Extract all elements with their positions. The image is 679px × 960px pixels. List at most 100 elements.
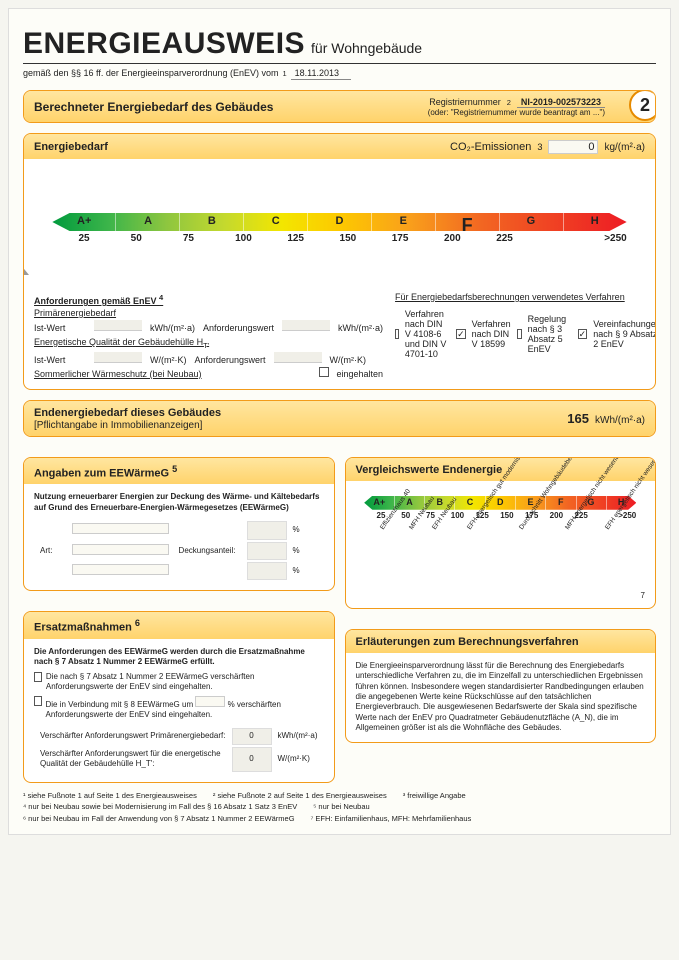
endenergie-subtitle: [Pflichtangabe in Immobilienanzeigen]: [34, 420, 202, 431]
anf-label: Anforderungswert: [203, 323, 274, 333]
footnote-3: ³ freiwillige Angabe: [403, 791, 466, 801]
verfahren-title: Für Energiebedarfsberechnungen verwendet…: [395, 292, 656, 302]
section-berechneter: Berechneter Energiebedarf des Gebäudes R…: [23, 90, 656, 123]
left-col: Angaben zum EEWärmeG 5 Nutzung erneuerba…: [23, 447, 335, 783]
subline-footref: 1: [282, 69, 286, 78]
scale-number: 50: [131, 233, 183, 244]
title-row: ENERGIEAUSWEIS für Wohngebäude: [23, 27, 656, 61]
page: ENERGIEAUSWEIS für Wohngebäude gemäß den…: [8, 8, 671, 835]
ersatz-title: Ersatzmaßnahmen: [34, 622, 132, 634]
vergleich-body: A+ABCDEFGH 0255075100125150175200225>250…: [346, 481, 656, 608]
eewaermeg-header: Angaben zum EEWärmeG 5: [24, 458, 334, 485]
endenergie-title: Endenergiebedarf dieses Gebäudes: [34, 407, 221, 419]
ersatz-body: Die Anforderungen des EEWärmeG werden du…: [24, 639, 334, 782]
ersatz-footref: 6: [135, 618, 140, 628]
verfahren-block: Für Energiebedarfsberechnungen verwendet…: [395, 289, 656, 381]
prim-unit2: kWh/(m²·a): [338, 323, 383, 333]
eew-pct2: [247, 542, 287, 560]
reg-sub: (oder: "Registriernummer wurde beantragt…: [428, 108, 605, 117]
ersatz-c2a: Die in Verbindung mit § 8 EEWärmeG um: [46, 700, 194, 709]
prim-anf-val: [282, 320, 330, 331]
verfahren-label: Verfahren nach DIN V 4108-6 und DIN V 47…: [405, 309, 450, 359]
verfahren-checkbox: [395, 329, 399, 339]
two-col-sections: Angaben zum EEWärmeG 5 Nutzung erneuerba…: [23, 447, 656, 783]
scale-number: 175: [392, 233, 444, 244]
reg-row: Registriernummer 2 NI-2019-002573223 (od…: [428, 97, 605, 117]
prim-row: Ist-Wert kWh/(m²·a) Anforderungswert kWh…: [34, 320, 383, 333]
energiebedarf-title: Energiebedarf: [34, 141, 108, 153]
scale-number: 75: [183, 233, 235, 244]
scale-number: 0: [345, 511, 365, 520]
scale-number: >250: [575, 233, 627, 244]
co2-unit: kg/(m²·a): [604, 142, 645, 153]
ersatz-row2-val: 0: [232, 747, 272, 772]
qual-sub: T': [203, 341, 209, 350]
sommer-row: Sommerlicher Wärmeschutz (bei Neubau) ei…: [34, 367, 383, 379]
endenergie-value-row: 165 kWh/(m²·a): [567, 411, 645, 426]
section1-title: Berechneter Energiebedarf des Gebäudes: [34, 100, 273, 114]
qual-anf-val: [274, 352, 322, 363]
erlaeuterung-title: Erläuterungen zum Berechnungsverfahren: [356, 636, 579, 648]
eewaermeg-title: Angaben zum EEWärmeG: [34, 467, 169, 479]
reg-label: Registriernummer: [429, 97, 501, 107]
footnote-4: ⁴ nur bei Neubau sowie bei Modernisierun…: [23, 802, 297, 812]
co2-row: CO₂-Emissionen 3 0 kg/(m²·a): [450, 140, 645, 154]
subline: gemäß den §§ 16 ff. der Energieeinsparve…: [23, 68, 656, 80]
footnotes: ¹ siehe Fußnote 1 auf Seite 1 des Energi…: [23, 791, 656, 824]
req-title: Anforderungen gemäß EnEV: [34, 296, 157, 306]
req-verfahren-row: Anforderungen gemäß EnEV 4 Primärenergie…: [34, 289, 645, 381]
footnote-6: ⁶ nur bei Neubau im Fall der Anwendung v…: [23, 814, 295, 824]
section-erlaeuterung: Erläuterungen zum Berechnungsverfahren D…: [345, 629, 657, 743]
vergleich-numbers: 0255075100125150175200225>250: [364, 511, 636, 520]
ersatz-row1-val: 0: [232, 728, 272, 744]
deckung-label: Deckungsanteil:: [175, 542, 245, 560]
page-number-badge: 2: [629, 90, 656, 121]
ersatz-row1-unit: kWh/(m²·a): [274, 728, 322, 744]
vergleich-rotlabels: Effizienzhaus 40MFH NeubauEFH NeubauEFH …: [356, 527, 646, 591]
footnote-1: ¹ siehe Fußnote 1 auf Seite 1 des Energi…: [23, 791, 197, 801]
qual-row: Ist-Wert W/(m²·K) Anforderungswert W/(m²…: [34, 352, 383, 365]
scale-letter: A+: [364, 497, 394, 507]
eew-pct-unit1: %: [289, 521, 322, 539]
eew-pct3: [247, 562, 287, 580]
scale-number: 125: [287, 233, 339, 244]
right-col: Vergleichswerte Endenergie A+ABCDEFGH 02…: [345, 447, 657, 783]
scale-number: 150: [500, 511, 525, 520]
qual-unit2: W/(m²·K): [330, 355, 366, 365]
energiebedarf-body: Endenergiebedarf dieses Gebäudes 165 kWh…: [24, 159, 655, 389]
footnote-7: ⁷ EFH: Einfamilienhaus, MFH: Mehrfamilie…: [311, 814, 472, 824]
vergleich-title: Vergleichswerte Endenergie: [356, 464, 503, 476]
erlaeuterung-text: Die Energieeinsparverordnung lässt für d…: [356, 661, 644, 732]
eew-pct-unit2: %: [289, 542, 322, 560]
erlaeuterung-body: Die Energieeinsparverordnung lässt für d…: [346, 653, 656, 742]
verfahren-item: Verfahren nach DIN V 4108-6 und DIN V 47…: [395, 309, 450, 359]
ersatz-intro: Die Anforderungen des EEWärmeG werden du…: [34, 647, 324, 668]
scale-letter: F: [546, 497, 576, 507]
ersatz-row2-unit: W/(m²·K): [274, 747, 322, 772]
verfahren-item: Regelung nach § 3 Absatz 5 EnEV: [517, 314, 572, 354]
qual-label: Energetische Qualität der Gebäudehülle H: [34, 337, 203, 347]
sommer-check-label: eingehalten: [337, 369, 384, 379]
ersatz-c2: Die in Verbindung mit § 8 EEWärmeG um % …: [46, 696, 324, 721]
eewaermeg-footref: 5: [172, 464, 177, 474]
scale-numbers: 0255075100125150175200225>250: [52, 233, 626, 244]
endenergie-header: Endenergiebedarf dieses Gebäudes [Pflich…: [24, 401, 655, 436]
verfahren-item: Verfahren nach DIN V 18599: [456, 319, 511, 349]
scale-number: 25: [78, 233, 130, 244]
verfahren-label: Regelung nach § 3 Absatz 5 EnEV: [528, 314, 572, 354]
anf-label2: Anforderungswert: [194, 355, 265, 365]
eew-pct-unit3: %: [289, 562, 322, 580]
prim-unit1: kWh/(m²·a): [150, 323, 195, 333]
ist-label: Ist-Wert: [34, 323, 86, 333]
top-arrow-wrap: Endenergiebedarf dieses Gebäudes 165 kWh…: [34, 173, 645, 205]
qual-unit1: W/(m²·K): [150, 355, 186, 365]
page-number: 2: [640, 95, 650, 116]
section-berechneter-header: Berechneter Energiebedarf des Gebäudes R…: [24, 91, 655, 122]
co2-label: CO₂-Emissionen: [450, 141, 531, 153]
footnote-5: ⁵ nur bei Neubau: [313, 802, 369, 812]
reg-value: NI-2019-002573223: [517, 97, 605, 108]
reg-footref: 2: [507, 98, 511, 107]
verfahren-label: Vereinfachungen nach § 9 Absatz 2 EnEV: [593, 319, 656, 349]
bottom-arrow-icon: [23, 253, 29, 285]
section-vergleich: Vergleichswerte Endenergie A+ABCDEFGH 02…: [345, 457, 657, 609]
